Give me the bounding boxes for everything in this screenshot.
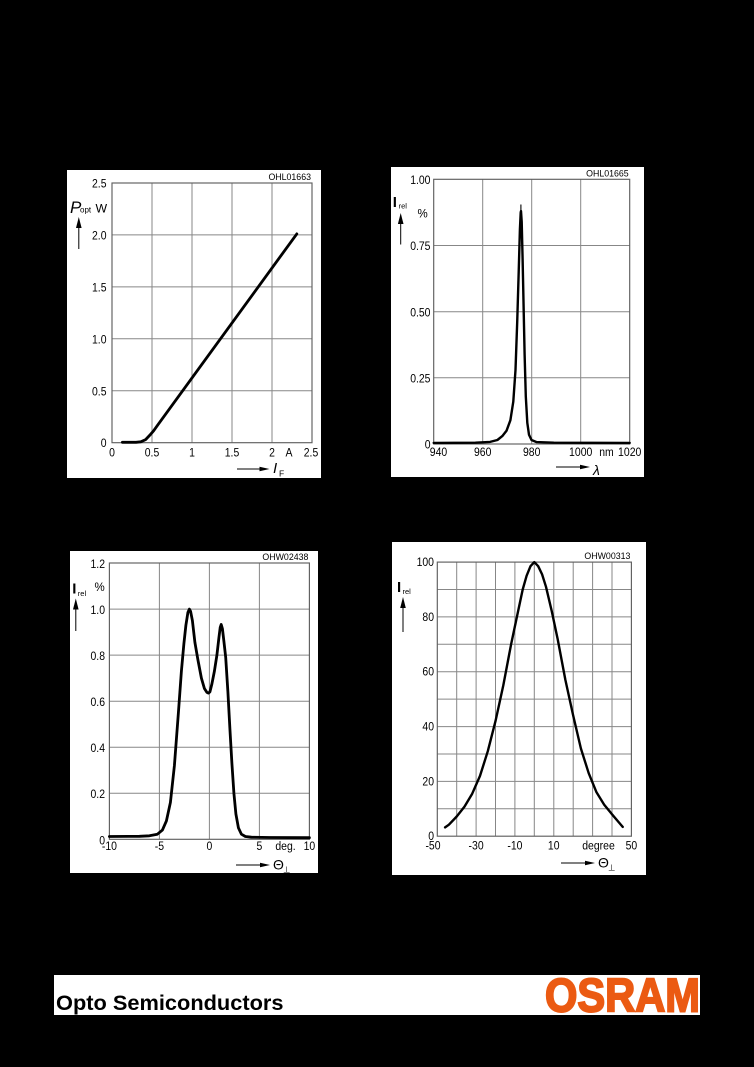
svg-text:F: F	[279, 469, 284, 479]
svg-text:2.0: 2.0	[92, 228, 107, 242]
svg-text:60: 60	[422, 665, 434, 679]
svg-text:20: 20	[422, 774, 434, 788]
svg-text:50: 50	[626, 839, 638, 853]
svg-text:-5: -5	[155, 839, 164, 853]
svg-text:1.5: 1.5	[92, 280, 107, 294]
svg-text:I: I	[72, 581, 76, 598]
svg-text:nm: nm	[599, 445, 614, 459]
svg-text:10: 10	[304, 839, 316, 853]
svg-text:deg.: deg.	[275, 839, 295, 853]
svg-text:2.5: 2.5	[304, 446, 319, 460]
svg-text:Θ: Θ	[598, 855, 609, 871]
svg-text:2.5: 2.5	[92, 177, 107, 191]
svg-text:40: 40	[422, 720, 434, 734]
svg-text:10: 10	[548, 839, 560, 853]
svg-text:I: I	[393, 194, 397, 211]
svg-text:rel: rel	[78, 589, 87, 598]
svg-text:5: 5	[257, 839, 263, 853]
svg-text:1.00: 1.00	[410, 173, 430, 187]
svg-text:OHL01663: OHL01663	[268, 172, 311, 182]
svg-text:0.25: 0.25	[410, 372, 430, 386]
svg-text:opt: opt	[80, 206, 92, 215]
svg-text:-30: -30	[469, 839, 484, 853]
svg-text:-50: -50	[425, 839, 440, 853]
svg-text:0.5: 0.5	[145, 446, 160, 460]
svg-text:OHL01665: OHL01665	[586, 168, 629, 178]
svg-text:P: P	[70, 198, 82, 217]
svg-text:100: 100	[417, 555, 435, 569]
svg-text:0.4: 0.4	[91, 741, 106, 755]
svg-text:0: 0	[425, 438, 431, 452]
svg-text:1.2: 1.2	[91, 557, 106, 571]
svg-text:80: 80	[422, 610, 434, 624]
svg-text:0.75: 0.75	[410, 239, 430, 253]
svg-text:OHW00313: OHW00313	[584, 551, 630, 561]
svg-text:Θ: Θ	[273, 857, 284, 873]
svg-text:980: 980	[523, 445, 541, 459]
svg-text:1020: 1020	[618, 445, 641, 459]
svg-text:0.50: 0.50	[410, 305, 430, 319]
svg-text:0.5: 0.5	[92, 384, 107, 398]
svg-text:1000: 1000	[569, 445, 592, 459]
svg-text:λ: λ	[592, 462, 600, 477]
svg-text:0: 0	[109, 446, 115, 460]
svg-text:Opto Semiconductors: Opto Semiconductors	[56, 992, 284, 1015]
svg-text:A: A	[286, 446, 294, 460]
svg-text:W: W	[96, 202, 108, 216]
svg-text:I: I	[273, 460, 277, 477]
svg-text:1.0: 1.0	[91, 603, 106, 617]
svg-text:1.0: 1.0	[92, 332, 107, 346]
svg-text:960: 960	[474, 445, 492, 459]
svg-text:OHW02438: OHW02438	[262, 552, 308, 562]
svg-text:-10: -10	[102, 839, 117, 853]
svg-text:2: 2	[269, 446, 275, 460]
svg-text:0: 0	[207, 839, 213, 853]
svg-text:%: %	[95, 582, 105, 594]
svg-text:OSRAM: OSRAM	[545, 975, 700, 1015]
svg-text:0.2: 0.2	[91, 787, 106, 801]
svg-text:⊥: ⊥	[608, 863, 616, 873]
svg-text:0: 0	[428, 829, 434, 843]
svg-text:⊥: ⊥	[283, 865, 291, 874]
svg-text:1: 1	[189, 446, 195, 460]
svg-text:rel: rel	[399, 202, 408, 211]
svg-text:0.6: 0.6	[91, 695, 106, 709]
svg-text:940: 940	[430, 445, 448, 459]
svg-text:0: 0	[99, 833, 105, 847]
svg-text:degree: degree	[582, 839, 615, 853]
svg-text:-10: -10	[507, 839, 522, 853]
svg-text:0: 0	[101, 436, 107, 450]
svg-text:rel: rel	[403, 587, 412, 596]
svg-text:0.8: 0.8	[91, 649, 106, 663]
svg-text:I: I	[397, 579, 401, 596]
svg-text:1.5: 1.5	[225, 446, 240, 460]
svg-text:%: %	[418, 208, 428, 220]
